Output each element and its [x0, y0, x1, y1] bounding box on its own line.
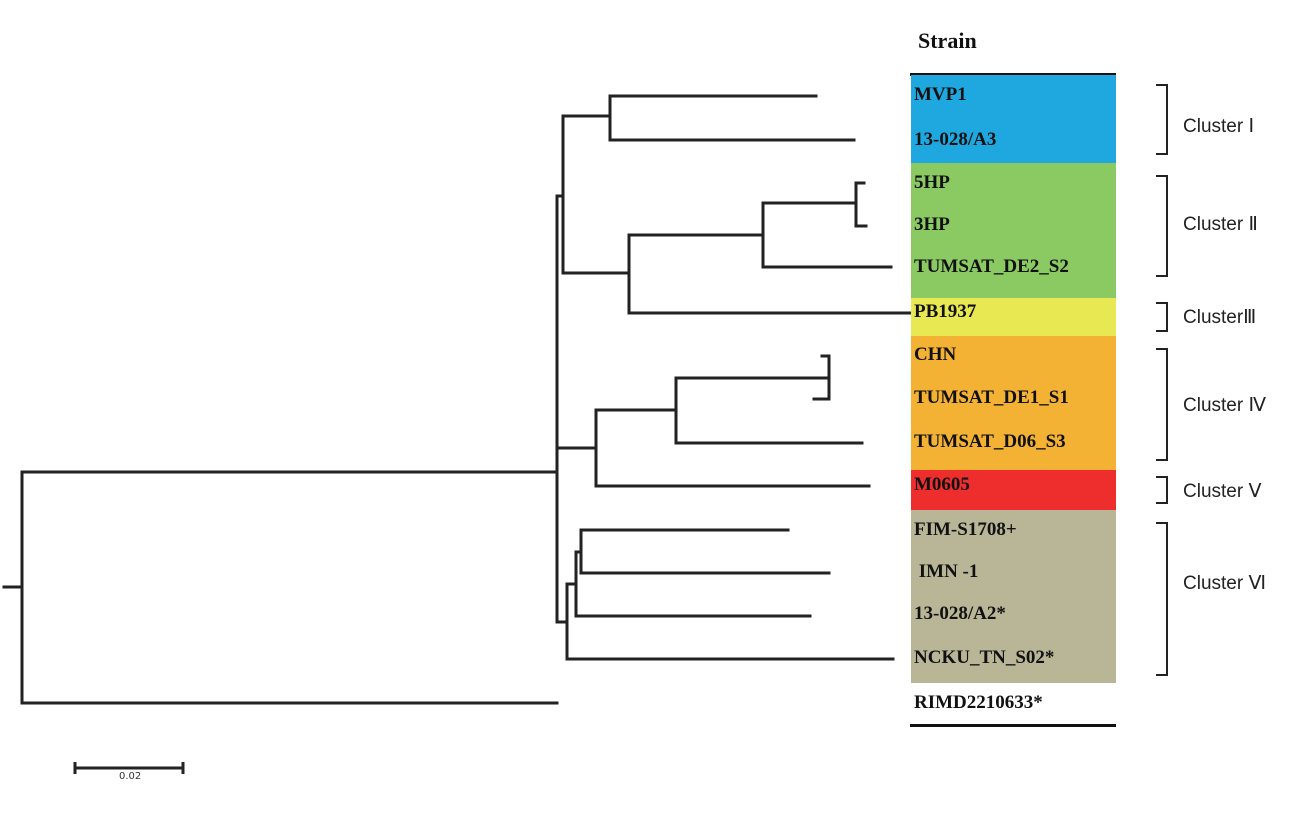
cluster-1-label: Cluster Ⅰ [1183, 116, 1255, 137]
cluster-4-label: Cluster Ⅳ [1183, 395, 1266, 416]
strain-label: IMN -1 [914, 561, 979, 582]
strain-label: 13-028/A2* [914, 603, 1006, 624]
cluster-4-bracket [1156, 348, 1168, 461]
cluster-4-band [911, 336, 1116, 470]
table-bottom-rule [910, 724, 1116, 727]
cluster-6-band [911, 510, 1116, 683]
cluster-5-band [911, 470, 1116, 510]
strain-label: 5HP [914, 172, 950, 193]
cluster-1-bracket [1156, 84, 1168, 155]
cluster-5-label: Cluster Ⅴ [1183, 481, 1262, 502]
scale-bar-label: 0.02 [119, 771, 142, 782]
strain-label: TUMSAT_DE2_S2 [914, 256, 1069, 277]
cluster-2-label: Cluster Ⅱ [1183, 214, 1258, 235]
strain-label: 13-028/A3 [914, 129, 997, 150]
table-top-rule [910, 73, 1116, 76]
strain-label: PB1937 [914, 301, 977, 322]
cluster-3-band [911, 298, 1116, 336]
cluster-1-band [911, 75, 1116, 163]
strain-label: M0605 [914, 474, 970, 495]
strain-label: RIMD2210633* [914, 692, 1043, 713]
cluster-5-bracket [1156, 476, 1168, 504]
strain-label: MVP1 [914, 84, 967, 105]
cluster-2-bracket [1156, 175, 1168, 277]
cluster-3-label: ClusterⅢ [1183, 307, 1257, 328]
cluster-6-bracket [1156, 522, 1168, 676]
strain-label: CHN [914, 344, 957, 365]
cluster-3-bracket [1156, 302, 1168, 332]
strain-label: NCKU_TN_S02* [914, 647, 1055, 668]
strain-label: TUMSAT_D06_S3 [914, 431, 1066, 452]
strain-label: 3HP [914, 214, 950, 235]
strain-header: Strain [918, 28, 977, 53]
scale-bar [73, 762, 185, 774]
cluster-2-band [911, 163, 1116, 298]
strain-label: TUMSAT_DE1_S1 [914, 387, 1069, 408]
strain-label: FIM-S1708+ [914, 519, 1017, 540]
tree-branches [2, 94, 914, 705]
cluster-6-label: Cluster Ⅵ [1183, 573, 1266, 594]
